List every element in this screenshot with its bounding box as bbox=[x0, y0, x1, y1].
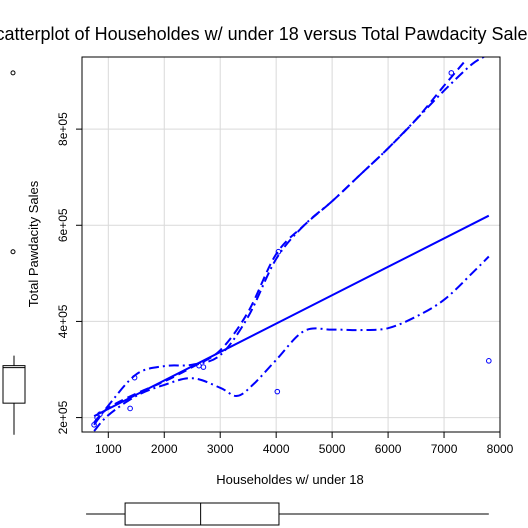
plot-frame bbox=[81, 56, 501, 433]
x-box bbox=[124, 502, 280, 526]
data-point bbox=[97, 411, 103, 418]
y-tick-label: 6e+05 bbox=[56, 208, 70, 242]
x-tick-label: 7000 bbox=[431, 442, 458, 456]
x-marginal-boxplot bbox=[86, 502, 489, 526]
y-box-outlier bbox=[10, 70, 16, 76]
x-tick-label: 2000 bbox=[151, 442, 178, 456]
data-points bbox=[91, 70, 492, 428]
x-tick-label: 1000 bbox=[95, 442, 122, 456]
x-axis: 1000 2000 3000 4000 5000 6000 7000 8000 bbox=[95, 431, 514, 456]
grid bbox=[82, 57, 501, 432]
x-tick-label: 8000 bbox=[487, 442, 514, 456]
data-point bbox=[91, 421, 97, 428]
y-axis: 2e+05 4e+05 6e+05 8e+05 bbox=[56, 112, 83, 434]
data-point bbox=[196, 362, 202, 369]
y-tick-label: 4e+05 bbox=[56, 304, 70, 338]
chart-title: Scatterplot of Householdes w/ under 18 v… bbox=[0, 24, 528, 44]
smooth-fit-line bbox=[93, 58, 468, 424]
regression-line bbox=[93, 214, 490, 417]
data-point bbox=[200, 364, 207, 370]
x-tick-label: 6000 bbox=[375, 442, 402, 456]
x-axis-label: Householdes w/ under 18 bbox=[216, 472, 363, 487]
spread-lower-line bbox=[93, 255, 490, 432]
y-tick-label: 2e+05 bbox=[56, 400, 70, 434]
x-tick-label: 4000 bbox=[263, 442, 290, 456]
data-point bbox=[131, 374, 138, 381]
data-point bbox=[448, 70, 455, 76]
data-point bbox=[127, 405, 133, 412]
y-marginal-boxplot bbox=[2, 70, 26, 435]
spread-upper-line bbox=[93, 57, 487, 426]
x-tick-label: 5000 bbox=[319, 442, 346, 456]
y-axis-label: Total Pawdacity Sales bbox=[26, 180, 41, 307]
fit-lines bbox=[93, 57, 490, 432]
data-point bbox=[274, 388, 281, 395]
y-box bbox=[2, 365, 26, 404]
x-tick-label: 3000 bbox=[207, 442, 234, 456]
y-box-outlier bbox=[10, 249, 16, 255]
data-point bbox=[275, 248, 282, 255]
data-point bbox=[94, 414, 100, 421]
data-point bbox=[486, 358, 492, 364]
y-tick-label: 8e+05 bbox=[56, 112, 70, 146]
